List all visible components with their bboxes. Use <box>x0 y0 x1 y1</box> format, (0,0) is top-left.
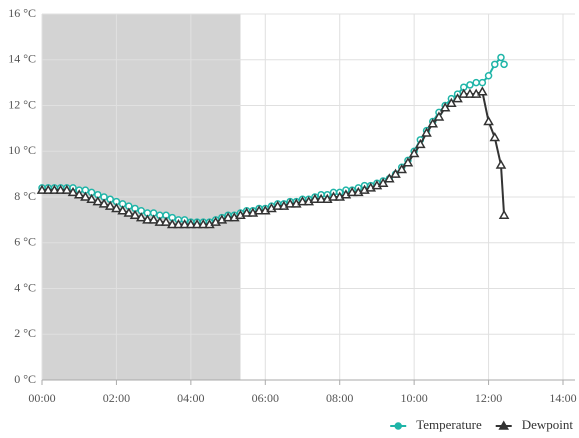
marker <box>104 200 116 210</box>
x-tick-label: 08:00 <box>326 391 353 405</box>
x-tick-label: 14:00 <box>549 391 576 405</box>
marker <box>253 205 265 215</box>
marker <box>446 97 457 107</box>
marker <box>241 207 252 217</box>
marker <box>466 81 474 89</box>
marker <box>477 86 488 96</box>
marker <box>402 157 414 167</box>
marker <box>129 209 141 220</box>
marker <box>222 212 234 222</box>
marker <box>67 186 79 197</box>
marker <box>408 148 420 158</box>
x-tick-label: 02:00 <box>103 391 130 405</box>
marker <box>173 218 184 229</box>
marker <box>315 193 327 204</box>
marker <box>309 193 321 204</box>
marker <box>49 184 60 194</box>
marker <box>61 184 73 194</box>
marker <box>483 116 494 126</box>
marker <box>491 60 499 69</box>
marker <box>272 200 283 210</box>
marker <box>390 168 401 178</box>
marker <box>197 218 209 229</box>
y-tick-label: 2 °C <box>14 326 36 340</box>
y-tick-label: 4 °C <box>14 280 36 294</box>
y-tick-label: 10 °C <box>8 143 36 157</box>
marker <box>123 207 135 217</box>
y-tick-label: 0 °C <box>14 372 36 386</box>
marker <box>42 184 54 194</box>
marker <box>421 127 432 137</box>
marker <box>439 102 451 112</box>
marker <box>73 189 85 199</box>
marker <box>464 88 476 98</box>
marker <box>484 72 493 80</box>
marker <box>495 159 507 169</box>
x-tick-label: 04:00 <box>177 391 204 405</box>
marker <box>117 205 128 215</box>
marker <box>415 138 426 149</box>
marker <box>377 177 389 188</box>
marker <box>148 214 159 224</box>
marker <box>328 191 339 201</box>
marker <box>396 164 408 174</box>
marker <box>497 53 505 62</box>
x-tick-label: 10:00 <box>400 391 427 405</box>
marker <box>92 196 104 206</box>
x-tick-label: 06:00 <box>252 391 279 405</box>
legend-label[interactable]: Dewpoint <box>522 417 574 432</box>
y-tick-label: 8 °C <box>14 189 36 203</box>
legend-marker <box>394 422 402 430</box>
marker <box>284 198 296 208</box>
marker <box>452 93 463 103</box>
marker <box>489 132 501 142</box>
marker <box>80 191 91 201</box>
marker <box>179 218 190 229</box>
marker <box>55 184 66 194</box>
marker <box>185 218 197 229</box>
marker <box>297 196 308 206</box>
marker <box>142 214 153 224</box>
y-tick-label: 12 °C <box>8 97 36 111</box>
marker <box>472 78 480 87</box>
legend-label[interactable]: Temperature <box>416 417 482 432</box>
marker <box>191 218 203 229</box>
y-tick-label: 6 °C <box>14 235 36 249</box>
marker <box>498 209 510 220</box>
marker <box>160 216 172 226</box>
marker <box>384 173 395 183</box>
marker <box>346 186 358 197</box>
marker <box>111 202 122 213</box>
marker <box>433 111 445 121</box>
marker <box>36 184 48 194</box>
marker <box>135 212 147 222</box>
x-tick-label: 12:00 <box>475 391 502 405</box>
marker <box>478 78 487 87</box>
x-tick-label: 00:00 <box>28 391 55 405</box>
marker <box>86 193 97 204</box>
marker <box>500 60 508 69</box>
legend-marker <box>498 420 510 430</box>
marker <box>427 118 439 128</box>
marker <box>154 216 166 226</box>
y-tick-label: 14 °C <box>8 52 36 66</box>
marker <box>166 218 178 229</box>
y-tick-label: 16 °C <box>8 6 36 20</box>
marker <box>458 88 470 98</box>
marker <box>98 198 110 208</box>
